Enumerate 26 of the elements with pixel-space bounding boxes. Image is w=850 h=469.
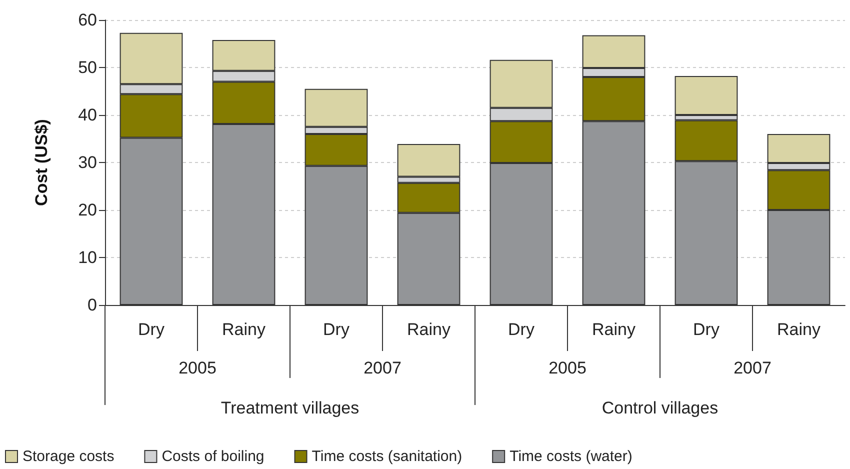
x-tick-label: Rainy [777,320,821,339]
y-tick-label: 10 [78,248,97,267]
text: Control villages [602,398,718,418]
text: 2007 [364,358,402,378]
y-tick-label: 30 [78,153,97,172]
x-tick-label: Rainy [222,320,266,339]
text: 2005 [178,358,216,378]
y-tick-label: 0 [88,296,97,314]
x-tick-label: Dry [508,320,535,339]
text: 2007 [734,358,772,378]
legend-label: Costs of boiling [162,448,264,465]
text: 2005 [548,358,586,378]
x-tick-label: Dry [138,320,165,339]
y-axis-title: Cost (US$) [32,119,51,206]
text: Treatment villages [220,398,360,418]
legend-label: Storage costs [22,448,114,465]
y-tick-label: 50 [78,58,97,77]
x-tick-label: Dry [693,320,720,339]
x-tick-label: Rainy [592,320,636,339]
legend-label: Time costs (water) [510,448,632,465]
y-tick-label: 60 [78,10,97,30]
y-tick-label: 20 [78,200,97,220]
x-tick-label: Rainy [407,320,451,339]
legend-label: Time costs (sanitation) [312,448,462,465]
y-tick-label: 40 [78,106,97,124]
x-tick-label: Dry [323,320,350,339]
